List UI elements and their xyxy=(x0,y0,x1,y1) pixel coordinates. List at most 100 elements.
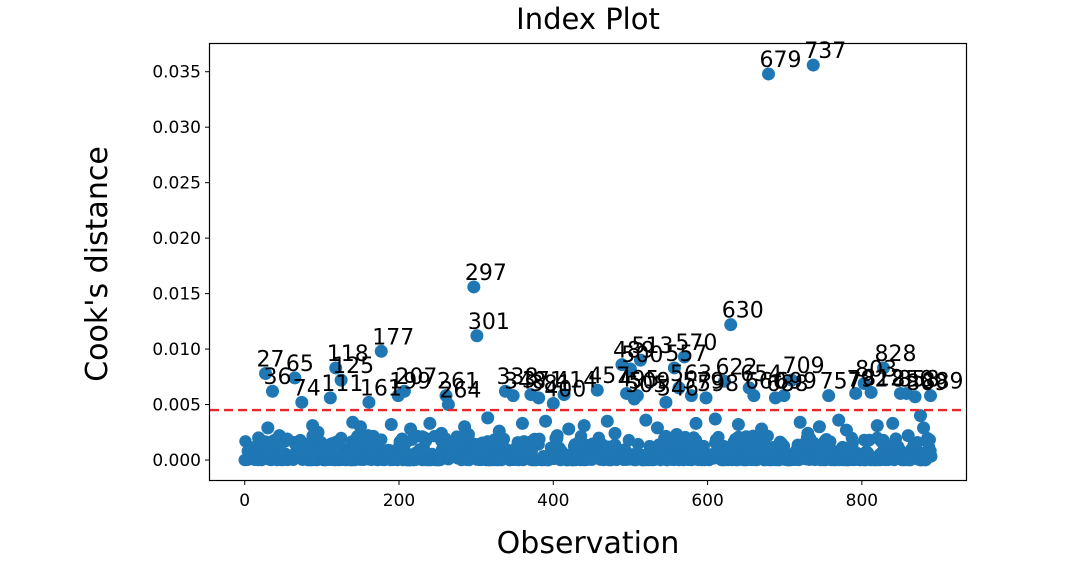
data-point xyxy=(623,362,637,376)
data-point xyxy=(532,391,546,405)
data-point xyxy=(857,376,871,390)
point-annotation: 858 xyxy=(898,367,940,392)
data-point xyxy=(724,318,738,332)
point-annotation: 348 xyxy=(504,370,546,395)
point-annotation: 828 xyxy=(874,342,916,367)
data-point xyxy=(506,389,520,403)
point-annotation: 65 xyxy=(286,352,314,377)
x-tick-label: 600 xyxy=(691,491,723,511)
points-layer xyxy=(238,58,938,467)
data-point xyxy=(361,429,375,443)
data-point xyxy=(864,385,878,399)
data-point xyxy=(323,391,337,405)
data-point xyxy=(630,389,644,403)
data-point xyxy=(924,389,938,403)
data-point xyxy=(574,429,588,443)
data-point xyxy=(667,361,681,375)
data-point xyxy=(659,395,673,409)
data-point xyxy=(492,424,506,438)
data-point xyxy=(923,433,936,446)
data-point xyxy=(353,420,367,434)
point-annotation: 264 xyxy=(439,379,481,404)
data-point xyxy=(415,430,429,444)
data-point xyxy=(812,420,826,434)
point-annotation: 125 xyxy=(332,354,374,379)
data-point xyxy=(901,429,915,443)
point-annotation: 709 xyxy=(783,354,825,379)
data-point xyxy=(481,411,495,425)
data-point xyxy=(886,416,900,430)
y-tick-label: 0.030 xyxy=(152,118,201,138)
point-annotation: 505 xyxy=(625,373,667,398)
point-annotation: 381 xyxy=(530,372,572,397)
data-point xyxy=(265,384,279,398)
data-point xyxy=(925,450,938,463)
data-point xyxy=(911,436,924,449)
data-point xyxy=(839,423,853,437)
data-point xyxy=(252,431,266,445)
data-point xyxy=(793,415,807,429)
point-annotation: 737 xyxy=(804,39,846,64)
data-point xyxy=(670,428,684,442)
point-annotation: 579 xyxy=(682,370,724,395)
data-point xyxy=(731,418,745,432)
point-annotation: 261 xyxy=(437,370,479,395)
point-annotation: 889 xyxy=(922,370,964,395)
data-point xyxy=(917,421,931,435)
x-tick-label: 800 xyxy=(846,491,878,511)
x-tick-label: 0 xyxy=(239,491,250,511)
point-annotation: 400 xyxy=(544,377,586,402)
point-annotation: 111 xyxy=(321,372,363,397)
point-annotation: 598 xyxy=(697,372,739,397)
data-point xyxy=(785,373,799,387)
data-point xyxy=(699,391,713,405)
data-point xyxy=(441,398,455,412)
data-point xyxy=(391,389,405,403)
data-point xyxy=(913,409,927,423)
point-annotation: 688 xyxy=(766,372,808,397)
point-annotation: 301 xyxy=(468,310,510,335)
data-point xyxy=(384,418,398,432)
point-annotation: 622 xyxy=(716,355,758,380)
x-tick-label: 200 xyxy=(383,491,415,511)
y-tick-label: 0.025 xyxy=(152,174,201,194)
point-annotation: 757 xyxy=(820,370,862,395)
data-point xyxy=(295,395,309,409)
point-annotation: 679 xyxy=(760,48,802,73)
data-point xyxy=(806,58,820,72)
point-annotation: 500 xyxy=(621,343,663,368)
data-point xyxy=(739,430,753,444)
y-tick-label: 0.020 xyxy=(152,229,201,249)
data-point xyxy=(777,389,791,403)
data-point xyxy=(280,432,294,446)
data-point xyxy=(712,430,725,444)
data-point xyxy=(557,388,571,402)
data-point xyxy=(562,422,576,436)
point-annotation: 199 xyxy=(389,370,431,395)
point-annotation: 338 xyxy=(496,365,538,390)
data-point xyxy=(718,374,732,388)
data-point xyxy=(423,416,437,430)
data-point xyxy=(849,386,863,400)
y-tick-label: 0.000 xyxy=(152,451,201,471)
data-point xyxy=(622,433,636,447)
point-annotation: 27 xyxy=(257,347,285,372)
y-tick-label: 0.010 xyxy=(152,340,201,360)
data-point xyxy=(677,350,691,364)
data-point xyxy=(467,280,481,294)
x-tick-label: 400 xyxy=(537,491,569,511)
point-annotation: 557 xyxy=(665,342,707,367)
data-point xyxy=(762,67,776,81)
data-point xyxy=(259,366,273,380)
point-annotation: 570 xyxy=(675,331,717,356)
point-annotation: 654 xyxy=(740,362,782,387)
point-annotation: 513 xyxy=(631,334,673,359)
data-point xyxy=(876,361,890,375)
data-point xyxy=(311,425,325,439)
data-point xyxy=(374,344,388,358)
data-point xyxy=(870,419,884,433)
y-tick-label: 0.035 xyxy=(152,63,201,83)
data-point xyxy=(684,389,698,403)
y-axis-ticks: 0.000 0.005 0.010 0.015 0.020 0.025 0.030 0.035 xyxy=(152,63,210,471)
